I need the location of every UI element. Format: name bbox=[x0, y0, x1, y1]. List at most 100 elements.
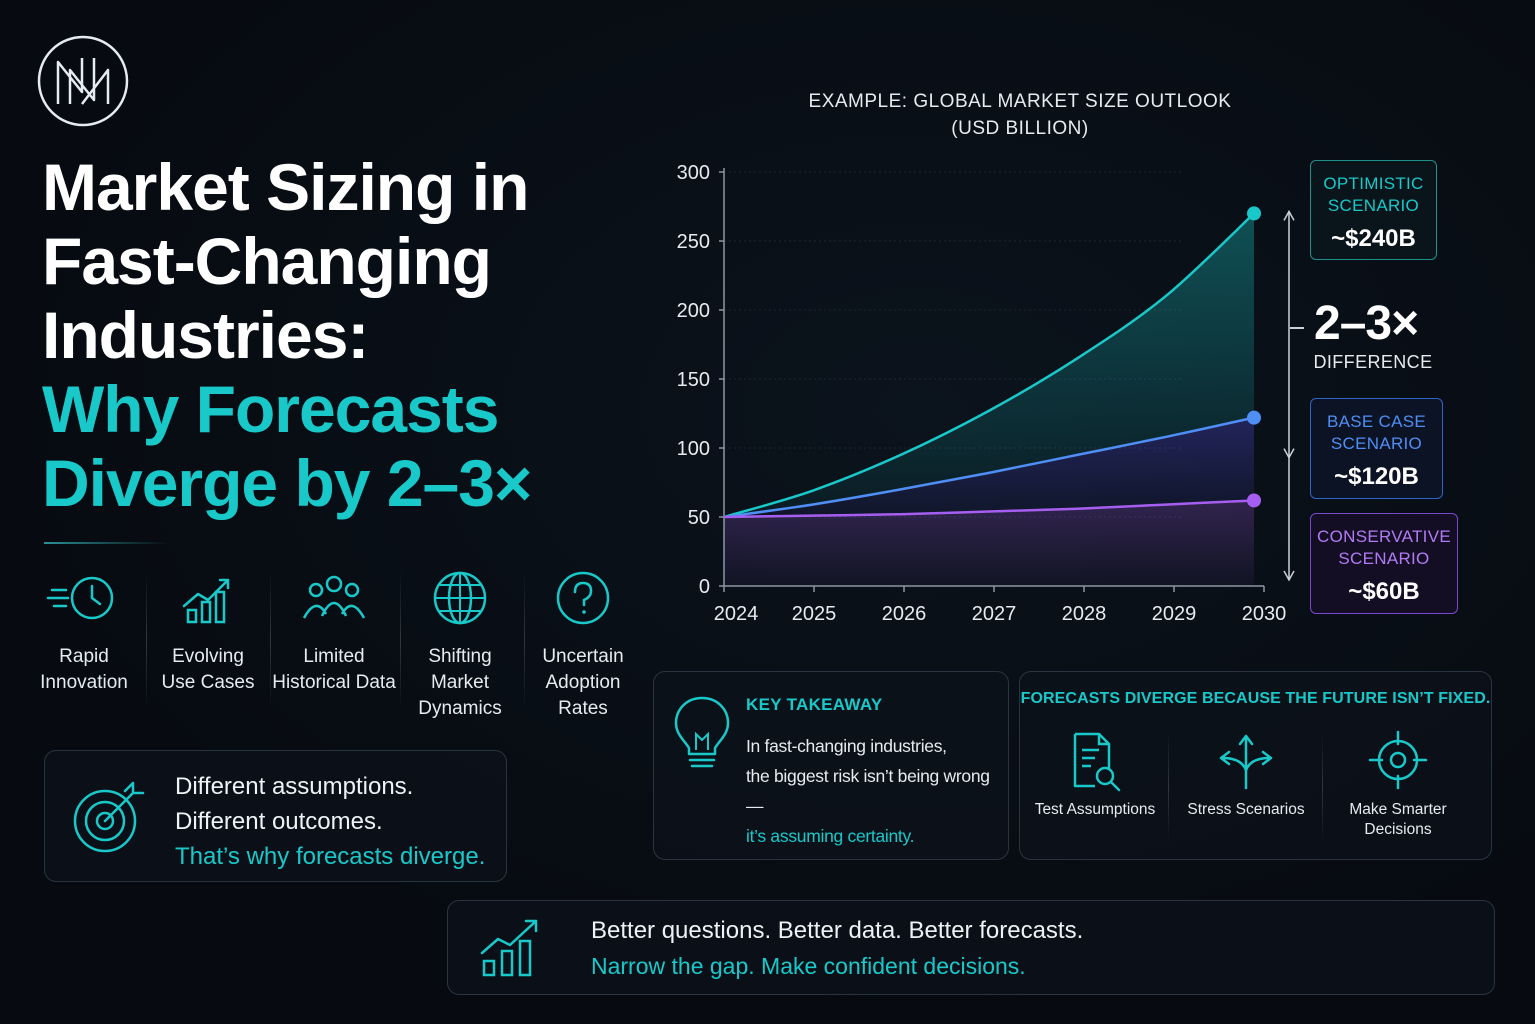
branching-arrows-icon bbox=[1219, 734, 1273, 790]
spread-arrow-mid bbox=[1283, 448, 1295, 460]
factor-item: Rapid Innovation bbox=[22, 570, 146, 696]
spread-indicator bbox=[1283, 209, 1295, 582]
spread-arrow-down bbox=[1283, 570, 1295, 582]
series-end-point bbox=[1247, 493, 1261, 508]
scenario-value: ~$240B bbox=[1331, 225, 1416, 252]
y-tick-label: 250 bbox=[677, 231, 710, 253]
headline-line: Market Sizing in bbox=[42, 150, 529, 224]
x-tick-label: 2029 bbox=[1152, 603, 1197, 625]
lightbulb-icon bbox=[674, 696, 730, 768]
series-area bbox=[724, 500, 1254, 586]
takeaway-highlight: it’s assuming certainty. bbox=[746, 826, 915, 846]
factor-label: Use Cases bbox=[161, 672, 255, 693]
target-arrow-icon bbox=[73, 781, 145, 853]
factor-label: Uncertain bbox=[542, 646, 624, 667]
series-line bbox=[723, 499, 1255, 519]
action-label: Make Smarter bbox=[1349, 801, 1447, 818]
footer-banner: Better questions. Better data. Better fo… bbox=[447, 900, 1495, 995]
y-tick-label: 100 bbox=[677, 438, 710, 460]
assumptions-card: Different assumptions. Different outcome… bbox=[44, 750, 507, 882]
factor-label: Rates bbox=[558, 698, 608, 719]
headline-accent-line: Diverge by 2–3× bbox=[42, 446, 532, 520]
spread-arrow-up bbox=[1283, 209, 1295, 221]
action-divider bbox=[1322, 732, 1323, 842]
clock-speed-icon bbox=[46, 576, 114, 620]
factor-label: Rapid bbox=[59, 646, 109, 667]
scenario-value: ~$120B bbox=[1334, 463, 1419, 490]
chart-title: EXAMPLE: GLOBAL MARKET SIZE OUTLOOK (USD… bbox=[700, 88, 1340, 142]
x-tick-label: 2024 bbox=[714, 603, 759, 625]
y-tick-label: 300 bbox=[677, 162, 710, 184]
factor-item: Evolving Use Cases bbox=[146, 570, 270, 696]
future-heading: FORECASTS DIVERGE BECAUSE THE FUTURE ISN… bbox=[1020, 690, 1491, 707]
series-line bbox=[723, 212, 1255, 519]
assumptions-line: Different outcomes. bbox=[175, 808, 383, 835]
brand-logo bbox=[36, 34, 130, 128]
factor-item: Shifting Market Dynamics bbox=[398, 570, 522, 722]
factor-divider bbox=[270, 570, 271, 710]
factor-label: Market bbox=[430, 672, 490, 693]
y-tick-label: 150 bbox=[677, 369, 710, 391]
scenario-name: SCENARIO bbox=[1338, 549, 1430, 568]
future-actions-card: FORECASTS DIVERGE BECAUSE THE FUTURE ISN… bbox=[1019, 671, 1492, 860]
people-group-icon bbox=[302, 575, 366, 619]
action-label: Test Assumptions bbox=[1034, 801, 1156, 818]
headline-line: Industries: bbox=[42, 298, 369, 372]
takeaway-line: In fast-changing industries, bbox=[746, 736, 947, 756]
scenario-value: ~$60B bbox=[1348, 578, 1420, 605]
assumptions-highlight: That’s why forecasts diverge. bbox=[175, 843, 486, 870]
document-search-icon bbox=[1073, 732, 1121, 792]
chart-title-line: EXAMPLE: GLOBAL MARKET SIZE OUTLOOK bbox=[808, 91, 1232, 112]
series-end-point bbox=[1247, 206, 1261, 221]
scenario-name: OPTIMISTIC bbox=[1323, 174, 1424, 193]
chart-title-line: (USD BILLION) bbox=[951, 118, 1089, 139]
x-tick-label: 2028 bbox=[1062, 603, 1107, 625]
assumptions-line: Different assumptions. bbox=[175, 773, 414, 800]
y-tick-label: 200 bbox=[677, 300, 710, 322]
difference-value: 2–3× bbox=[1314, 297, 1419, 350]
series-end-point bbox=[1247, 410, 1261, 425]
growth-chart-icon bbox=[182, 578, 230, 624]
action-label: Stress Scenarios bbox=[1187, 801, 1305, 818]
difference-tick bbox=[1290, 327, 1304, 329]
takeaway-heading: KEY TAKEAWAY bbox=[746, 695, 883, 714]
factor-item: Uncertain Adoption Rates bbox=[521, 570, 645, 722]
x-tick-label: 2025 bbox=[792, 603, 837, 625]
headline: Market Sizing in Fast-Changing Industrie… bbox=[42, 150, 642, 520]
action-item: Test Assumptions bbox=[1020, 730, 1170, 820]
y-tick-label: 50 bbox=[688, 507, 710, 529]
factor-divider bbox=[146, 570, 147, 710]
factor-divider bbox=[400, 570, 401, 710]
crosshair-icon bbox=[1368, 730, 1428, 790]
headline-divider bbox=[44, 542, 168, 544]
factor-label: Evolving bbox=[172, 646, 244, 667]
rising-bars-icon bbox=[480, 919, 538, 977]
factor-label: Dynamics bbox=[418, 698, 502, 719]
x-tick-label: 2027 bbox=[972, 603, 1017, 625]
series-area bbox=[724, 213, 1254, 517]
x-tick-label: 2026 bbox=[882, 603, 927, 625]
question-icon bbox=[556, 571, 610, 625]
takeaway-line: the biggest risk isn’t being wrong— bbox=[746, 766, 990, 816]
factor-label: Innovation bbox=[40, 672, 128, 693]
headline-line: Fast-Changing bbox=[42, 224, 492, 298]
difference-label: DIFFERENCE bbox=[1313, 352, 1433, 372]
action-item: Stress Scenarios bbox=[1171, 730, 1321, 820]
factor-label: Shifting bbox=[428, 646, 492, 667]
scenario-optimistic: OPTIMISTIC SCENARIO ~$240B bbox=[1310, 160, 1437, 260]
factor-divider bbox=[524, 570, 525, 710]
scenario-name: SCENARIO bbox=[1330, 434, 1423, 453]
scenario-name: CONSERVATIVE bbox=[1317, 527, 1451, 546]
factor-list: Rapid Innovation Evolving Use Cases bbox=[22, 570, 642, 720]
factor-label: Historical Data bbox=[272, 672, 396, 693]
action-label: Decisions bbox=[1364, 821, 1432, 838]
factor-label: Adoption bbox=[545, 672, 621, 693]
footer-highlight: Narrow the gap. Make confident decisions… bbox=[591, 953, 1026, 979]
key-takeaway-card: KEY TAKEAWAY In fast-changing industries… bbox=[653, 671, 1009, 860]
scenario-name: SCENARIO bbox=[1327, 196, 1420, 215]
scenario-name: BASE CASE bbox=[1326, 412, 1427, 431]
globe-icon bbox=[433, 571, 487, 625]
factor-label: Limited bbox=[303, 646, 365, 667]
x-tick-label: 2030 bbox=[1242, 603, 1287, 625]
headline-accent-line: Why Forecasts bbox=[42, 372, 499, 446]
